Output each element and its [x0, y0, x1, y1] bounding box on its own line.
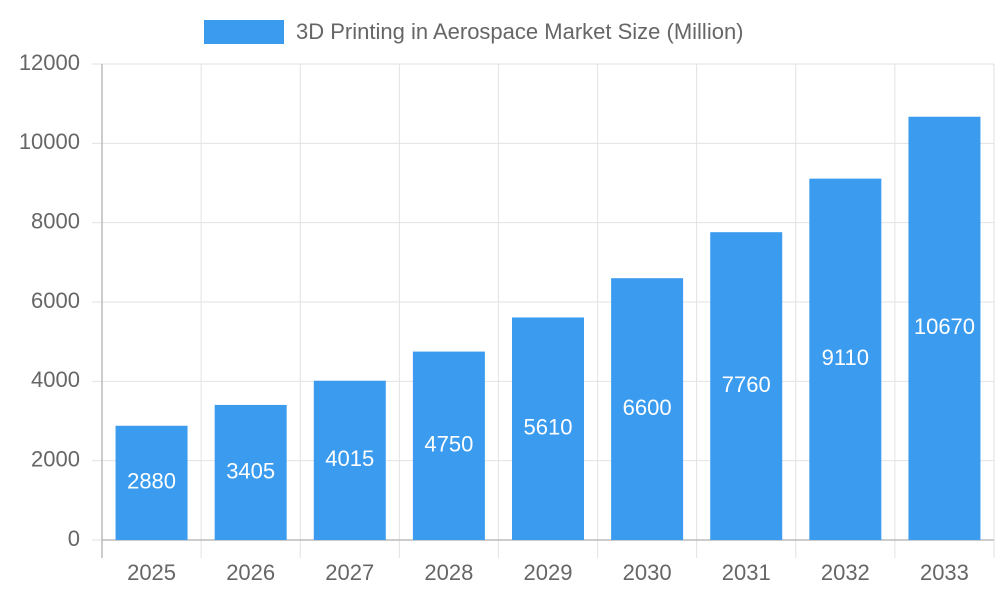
bar: [214, 404, 287, 540]
x-tick-label: 2032: [821, 560, 870, 585]
y-tick-label: 10000: [19, 129, 80, 154]
y-tick-label: 6000: [31, 288, 80, 313]
bar: [512, 317, 584, 540]
bar: [412, 351, 485, 540]
bar-value-label: 9110: [822, 345, 869, 370]
x-tick-label: 2030: [623, 560, 672, 585]
x-tick-label: 2028: [424, 560, 473, 585]
bar: [710, 232, 783, 541]
bar: [908, 116, 981, 541]
y-tick-label: 0: [68, 526, 80, 551]
x-tick-label: 2029: [524, 560, 573, 585]
x-tick-label: 2027: [325, 560, 374, 585]
bar-value-label: 6600: [623, 395, 672, 420]
y-tick-label: 4000: [31, 367, 80, 392]
x-tick-label: 2026: [226, 560, 275, 585]
x-tick-label: 2031: [722, 560, 771, 585]
bar-value-label: 10670: [914, 314, 975, 339]
bar: [313, 380, 386, 540]
y-tick-label: 8000: [31, 208, 80, 233]
legend-swatch: [204, 20, 284, 44]
bar-value-label: 4015: [325, 446, 374, 471]
bar: [809, 178, 882, 541]
bar-value-label: 5610: [524, 415, 573, 440]
bar: [115, 425, 188, 540]
bar-value-label: 2880: [127, 469, 176, 494]
x-tick-label: 2033: [920, 560, 969, 585]
bar: [611, 278, 684, 540]
y-tick-label: 12000: [19, 50, 80, 75]
x-tick-label: 2025: [127, 560, 176, 585]
y-tick-label: 2000: [31, 446, 80, 471]
bar-value-label: 4750: [424, 432, 473, 457]
bar-value-label: 7760: [722, 372, 771, 397]
legend-label: 3D Printing in Aerospace Market Size (Mi…: [296, 19, 744, 44]
bar-value-label: 3405: [226, 458, 275, 483]
